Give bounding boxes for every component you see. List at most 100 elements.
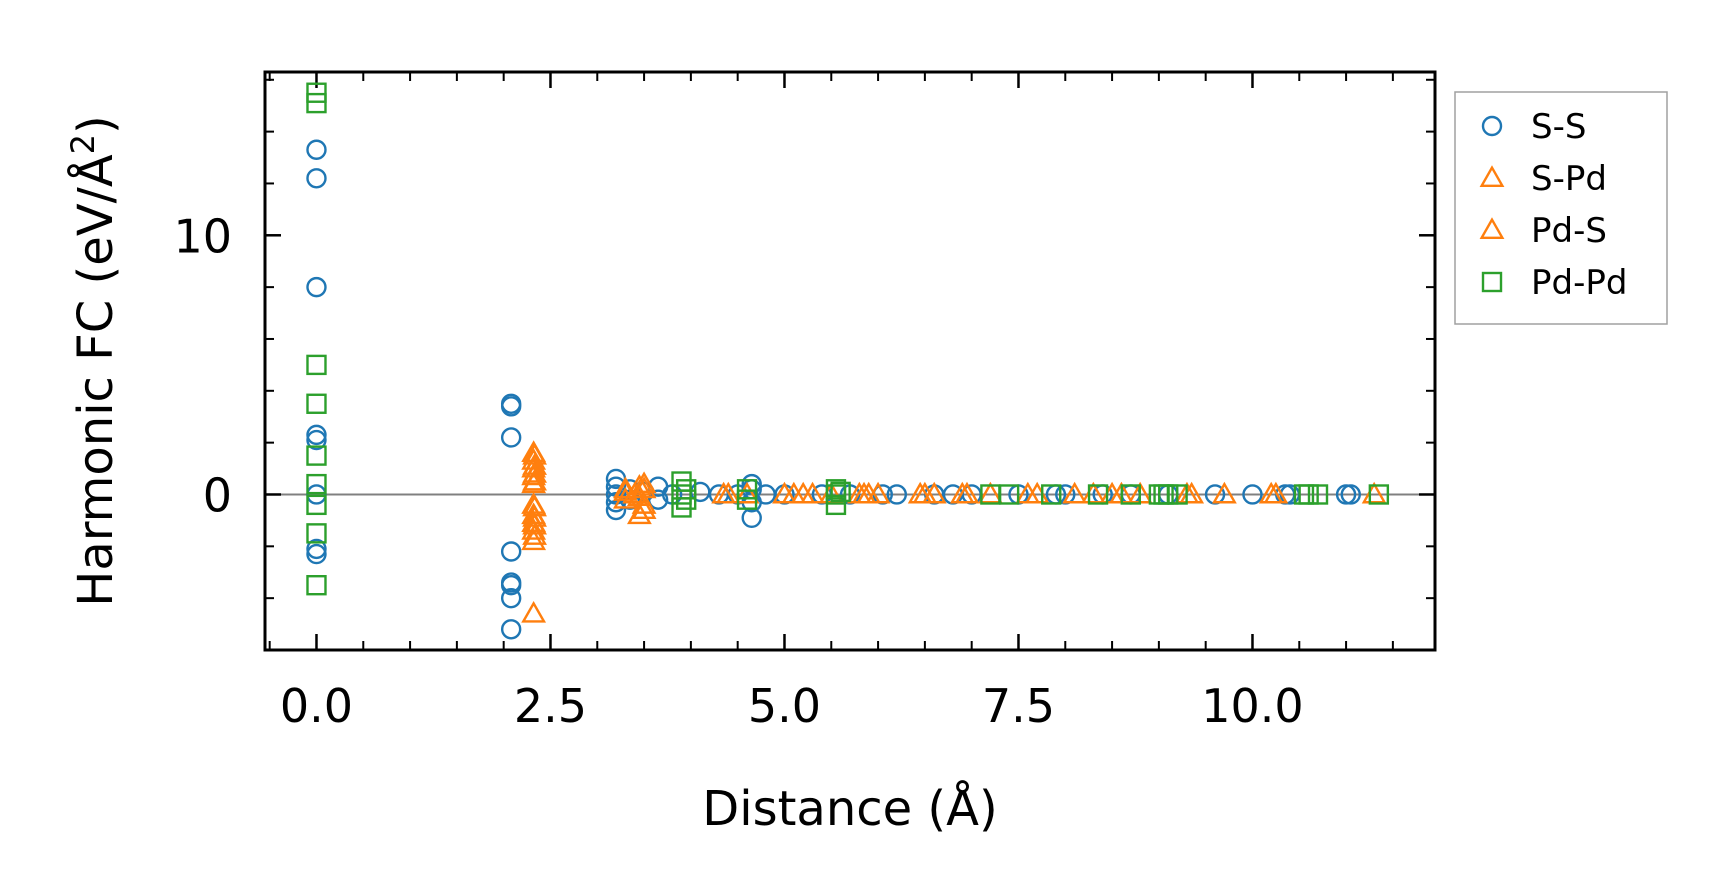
data-point xyxy=(1055,484,1076,505)
data-point xyxy=(521,448,547,470)
data-point xyxy=(676,489,697,510)
x-tick-label: 7.5 xyxy=(982,679,1055,733)
data-point xyxy=(1167,484,1188,505)
data-markers xyxy=(306,82,1390,640)
data-point xyxy=(306,538,327,560)
data-point xyxy=(500,575,522,596)
data-point xyxy=(522,523,547,545)
data-point xyxy=(954,481,980,504)
data-point xyxy=(306,523,327,544)
data-point xyxy=(306,92,327,114)
data-point xyxy=(1368,484,1390,505)
y-tick-label: 0 xyxy=(203,468,232,522)
data-point xyxy=(306,354,327,376)
data-point xyxy=(825,484,847,505)
legend-items: S-S S-Pd Pd-S Pd-Pd xyxy=(1479,107,1627,303)
legend-label-pd-pd: Pd-Pd xyxy=(1531,263,1627,303)
data-point xyxy=(676,479,697,500)
data-point xyxy=(500,541,522,562)
data-point xyxy=(921,481,947,504)
data-point xyxy=(1211,481,1237,504)
data-point xyxy=(1340,484,1361,505)
data-point xyxy=(521,528,547,551)
data-point xyxy=(1120,484,1142,505)
data-point xyxy=(306,445,327,466)
data-point xyxy=(612,486,638,509)
data-point xyxy=(715,481,741,504)
data-point xyxy=(522,468,547,491)
legend-label-pd-s: Pd-S xyxy=(1531,211,1607,251)
data-point xyxy=(306,82,327,103)
data-point xyxy=(306,543,327,565)
data-point xyxy=(522,453,547,475)
data-point xyxy=(522,460,547,483)
data-point xyxy=(521,600,547,623)
data-point xyxy=(306,276,327,298)
legend-marker-s-s xyxy=(1481,115,1503,137)
data-point xyxy=(825,494,847,516)
data-point xyxy=(865,481,891,504)
data-point xyxy=(500,619,522,640)
data-point xyxy=(306,494,327,516)
data-point xyxy=(306,429,327,451)
legend-label-s-pd: S-Pd xyxy=(1531,159,1607,199)
series-pd-pd xyxy=(306,82,1390,596)
legend: S-S S-Pd Pd-S Pd-Pd xyxy=(1454,91,1668,325)
data-point xyxy=(631,471,657,494)
data-point xyxy=(830,481,851,503)
x-axis-title: Distance (Å) xyxy=(702,780,997,837)
data-point xyxy=(671,484,692,505)
data-point xyxy=(612,476,638,499)
data-point xyxy=(622,481,648,504)
data-point xyxy=(998,484,1020,505)
x-tick-label: 0.0 xyxy=(280,679,353,733)
data-point xyxy=(500,427,522,448)
data-point xyxy=(306,473,327,495)
data-point xyxy=(736,489,758,510)
plot-frame xyxy=(263,70,1437,652)
data-point xyxy=(631,476,657,499)
tick-labels: 0.0 2.5 5.0 7.5 10.0 0 10 xyxy=(173,209,1303,733)
legend-marker-pd-s xyxy=(1479,217,1505,239)
data-point xyxy=(500,396,522,417)
data-point xyxy=(306,575,327,596)
data-point xyxy=(907,481,933,504)
data-point xyxy=(977,481,1003,504)
data-point xyxy=(736,479,758,500)
legend-label-s-s: S-S xyxy=(1531,107,1586,147)
data-point xyxy=(800,481,825,504)
y-axis-title-superscript: 2 xyxy=(64,134,102,154)
data-point xyxy=(306,393,327,414)
data-point xyxy=(306,168,327,189)
data-point xyxy=(306,484,327,505)
data-point xyxy=(500,587,522,609)
legend-marker-pd-pd xyxy=(1481,271,1503,293)
data-point xyxy=(647,489,669,510)
y-axis-title-close: ) xyxy=(68,115,124,134)
data-point xyxy=(1263,481,1289,504)
data-point xyxy=(306,139,327,160)
data-point xyxy=(1062,481,1088,504)
data-point xyxy=(626,502,652,525)
legend-frame xyxy=(1454,91,1668,325)
data-point xyxy=(522,512,547,535)
data-point xyxy=(734,481,760,504)
y-tick-label: 10 xyxy=(173,209,232,263)
series-pd-s xyxy=(522,442,1289,545)
y-axis-title-main: Harmonic FC (eV/Å xyxy=(67,154,124,607)
data-point xyxy=(1087,484,1109,505)
data-point xyxy=(851,481,877,504)
data-point xyxy=(781,481,807,504)
y-axis-title: Harmonic FC (eV/Å2) xyxy=(64,115,124,607)
x-tick-label: 10.0 xyxy=(1201,679,1303,733)
legend-marker-s-pd xyxy=(1479,165,1505,187)
data-point xyxy=(1204,484,1226,505)
data-point xyxy=(1307,484,1329,505)
data-point xyxy=(1242,484,1263,505)
data-point xyxy=(1041,484,1062,505)
data-point xyxy=(306,424,327,446)
data-point xyxy=(605,499,627,521)
x-tick-label: 2.5 xyxy=(514,679,587,733)
